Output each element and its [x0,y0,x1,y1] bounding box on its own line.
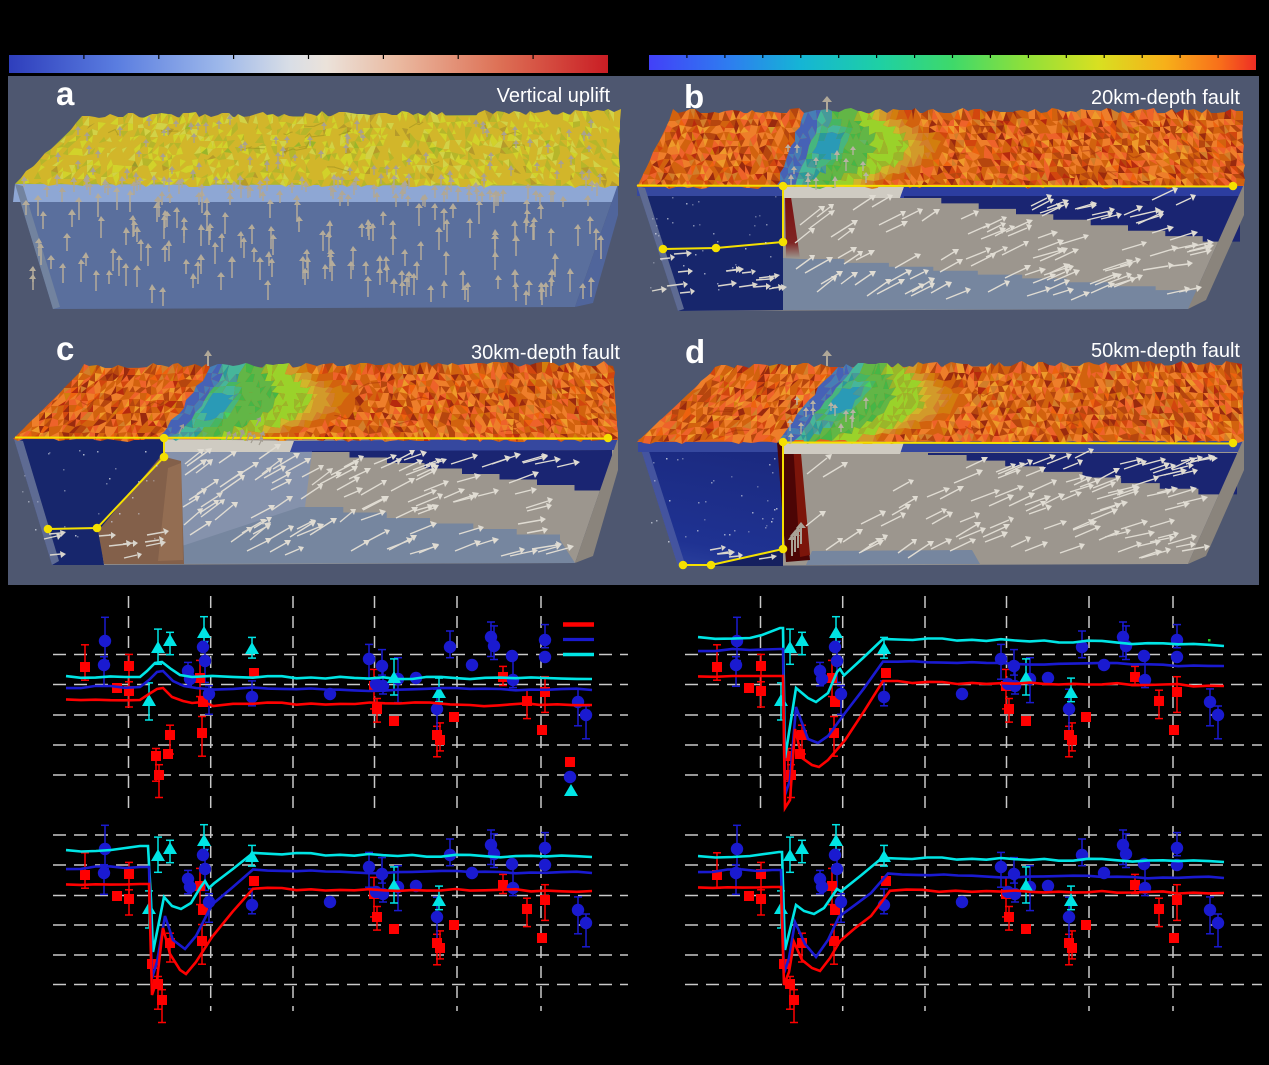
svg-text:c: c [56,330,74,367]
svg-text:Vertical uplift: Vertical uplift [497,85,611,107]
svg-text:b: b [684,78,704,115]
svg-text:20km-depth fault: 20km-depth fault [1091,87,1240,109]
svg-text:50km-depth fault: 50km-depth fault [1091,340,1240,362]
svg-text:a: a [56,75,75,112]
svg-text:30km-depth fault: 30km-depth fault [471,342,620,364]
svg-text:d: d [685,333,705,370]
